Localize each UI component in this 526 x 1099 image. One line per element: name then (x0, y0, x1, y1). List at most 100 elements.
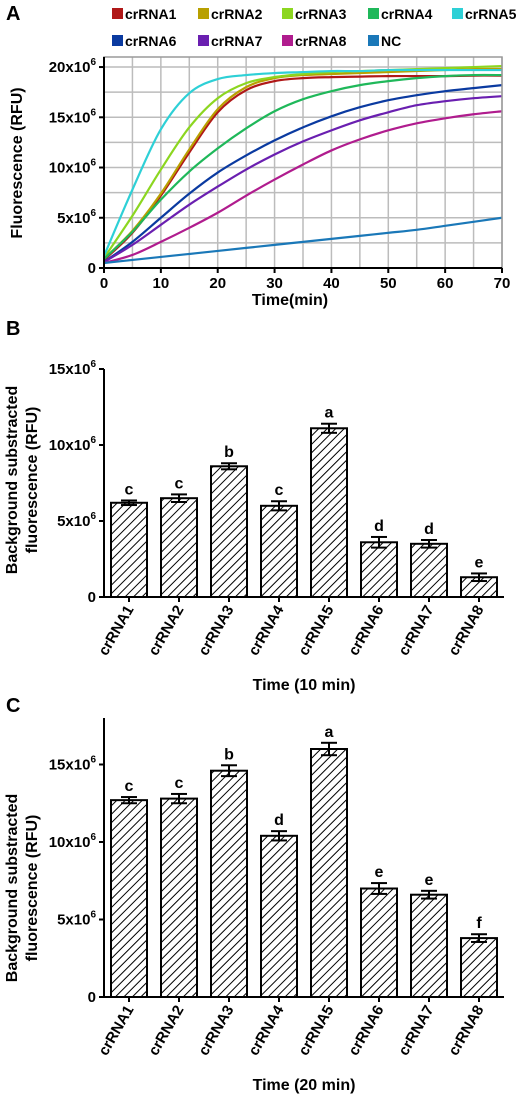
significance-label: c (125, 481, 134, 498)
legend-label: crRNA8 (295, 33, 347, 49)
significance-label: c (175, 775, 184, 792)
x-tick-labels: 0 10 20 30 40 50 60 70 (100, 268, 511, 292)
bar-crrna5 (310, 427, 348, 598)
legend-swatch (198, 8, 209, 19)
significance-label: d (274, 812, 284, 829)
significance-label: e (475, 554, 484, 571)
grid (103, 57, 503, 269)
legend-label: crRNA4 (381, 6, 433, 22)
bar-crrna1 (110, 501, 148, 599)
series-line-crrna7 (103, 95, 503, 263)
y-tick-label: 5x106 (57, 910, 96, 929)
bars: c c b c a d d e (110, 405, 498, 599)
significance-label: d (374, 518, 384, 535)
y-axis-title-line1: Background substracted (4, 386, 21, 574)
x-tick-label: 20 (209, 275, 226, 292)
x-axis-title: Time (20 min) (253, 1077, 356, 1094)
series-line-nc (103, 216, 503, 265)
y-tick-labels: 0 5x106 10x106 15x106 20x106 (49, 57, 104, 277)
y-tick-label: 15x106 (49, 359, 97, 378)
legend-swatch (368, 8, 379, 19)
y-tick-label: 0 (88, 989, 96, 1006)
legend-item-crrna7: crRNA7 (198, 33, 263, 49)
x-tick-label: 10 (153, 275, 170, 292)
y-tick-label: 10x106 (49, 158, 97, 177)
y-axis-title-line1: Background substracted (4, 794, 21, 982)
y-tick-label: 20x106 (49, 57, 97, 76)
legend-label: crRNA7 (211, 33, 263, 49)
significance-label: c (175, 475, 184, 492)
x-tick-labels: crRNA1 crRNA2 crRNA3 crRNA4 crRNA5 crRNA6 crRN… (95, 997, 487, 1059)
bar-crrna7 (410, 893, 448, 999)
y-tick-label: 15x106 (49, 755, 97, 774)
x-tick-labels: crRNA1 crRNA2 crRNA3 crRNA4 crRNA5 crRNA6 crRN… (95, 597, 487, 659)
x-tick-label: 70 (494, 275, 511, 292)
bar-crrna1 (110, 799, 148, 999)
axes (103, 56, 503, 269)
bar-crrna6 (360, 887, 398, 998)
series-lines (102, 64, 503, 265)
x-tick-label: 30 (266, 275, 283, 292)
y-tick-labels: 0 5x106 10x106 15x106 (49, 359, 104, 606)
x-tick-label: crRNA2 (145, 1003, 187, 1059)
x-tick-label: crRNA5 (295, 1003, 337, 1059)
significance-label: c (125, 778, 134, 795)
legend-label: crRNA2 (211, 6, 263, 22)
legend-swatch (198, 35, 209, 46)
y-tick-label: 0 (88, 260, 96, 277)
x-tick-label: crRNA1 (95, 1003, 137, 1059)
significance-label: f (476, 915, 482, 932)
legend-item-crrna6: crRNA6 (112, 33, 177, 49)
series-line-crrna4 (103, 73, 503, 260)
x-tick-label: 40 (323, 275, 340, 292)
y-tick-label: 10x106 (49, 832, 97, 851)
legend-swatch (368, 35, 379, 46)
legend-label: crRNA5 (465, 6, 517, 22)
legend-item-crrna8: crRNA8 (282, 33, 347, 49)
x-tick-label: crRNA6 (345, 603, 387, 659)
y-axis-title-line2: fluorescence (RFU) (24, 407, 41, 554)
y-tick-label: 5x106 (57, 511, 96, 530)
significance-label: e (425, 872, 434, 889)
bar-crrna3 (210, 769, 248, 999)
legend-label: crRNA1 (125, 6, 177, 22)
legend-swatch (452, 8, 463, 19)
bar-crrna2 (160, 797, 198, 998)
y-axis-title-line2: fluorescence (RFU) (24, 815, 41, 962)
x-tick-label: 60 (437, 275, 454, 292)
legend-swatch (282, 8, 293, 19)
y-tick-label: 0 (88, 589, 96, 606)
bar-crrna8 (460, 937, 498, 998)
series-line-crrna6 (103, 84, 503, 263)
legend-item-crrna2: crRNA2 (198, 6, 263, 22)
legend-item-crrna4: crRNA4 (368, 6, 433, 22)
significance-label: d (424, 521, 434, 538)
x-tick-label: crRNA8 (445, 1003, 487, 1059)
legend-swatch (282, 35, 293, 46)
legend-label: NC (381, 33, 401, 49)
x-tick-label: crRNA4 (245, 1002, 288, 1059)
legend-item-nc: NC (368, 33, 401, 49)
significance-label: a (325, 405, 334, 422)
bars: c c b d a e e f (110, 724, 498, 999)
bar-crrna4 (260, 834, 298, 998)
significance-label: b (224, 444, 234, 461)
bar-crrna4 (260, 504, 298, 598)
legend-swatch (112, 35, 123, 46)
legend-item-crrna3: crRNA3 (282, 6, 347, 22)
legend-item-crrna5: crRNA5 (452, 6, 517, 22)
x-axis-title: Time (10 min) (253, 677, 356, 694)
y-tick-label: 5x106 (57, 208, 96, 227)
x-tick-label: crRNA2 (145, 603, 187, 659)
legend: crRNA1 crRNA2 crRNA3 crRNA4 crRNA5 crRNA6 crRN… (112, 6, 517, 49)
x-tick-label: crRNA5 (295, 603, 337, 659)
x-tick-label: crRNA3 (195, 603, 237, 659)
significance-label: e (375, 864, 384, 881)
bar-crrna2 (160, 497, 198, 599)
y-tick-label: 10x106 (49, 435, 97, 454)
x-tick-label: 50 (380, 275, 397, 292)
y-axis-title: Fluorescence (RFU) (9, 87, 26, 238)
